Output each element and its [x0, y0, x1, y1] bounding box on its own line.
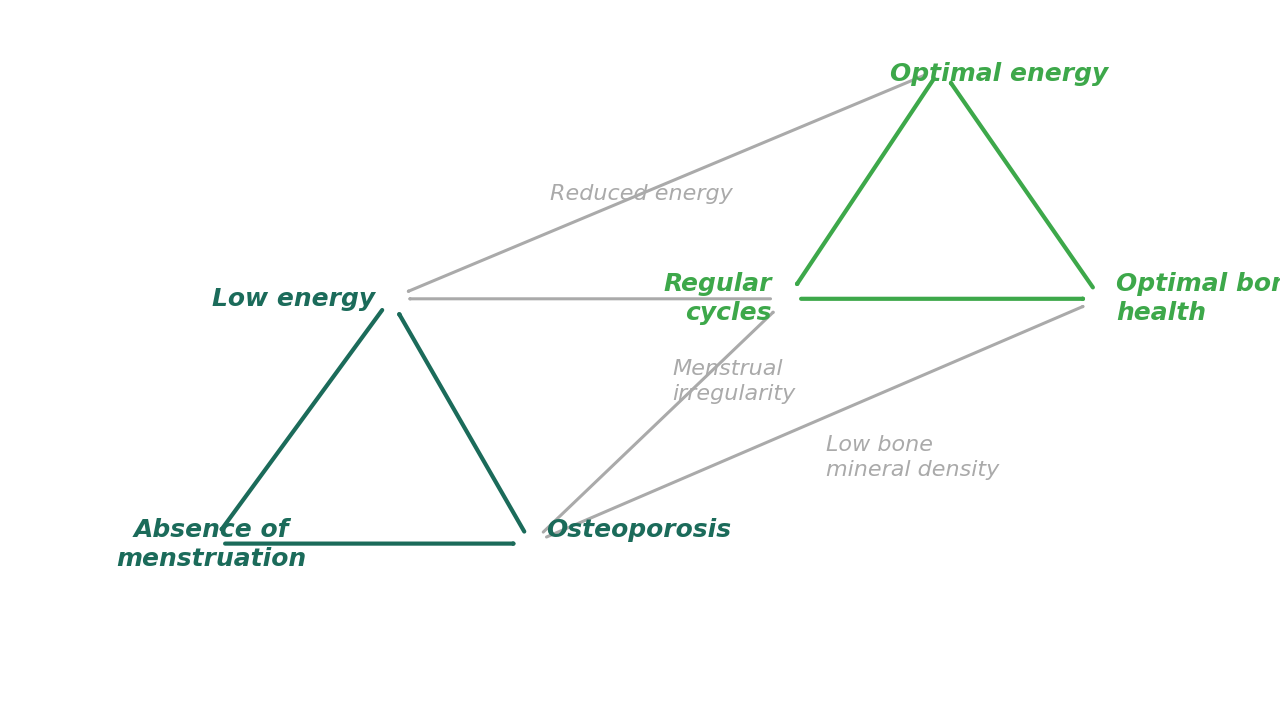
Text: Low bone
mineral density: Low bone mineral density [826, 435, 998, 480]
Text: Absence of
menstruation: Absence of menstruation [116, 518, 306, 571]
Text: Reduced energy: Reduced energy [550, 184, 733, 204]
Text: Osteoporosis: Osteoporosis [547, 518, 732, 542]
Text: Menstrual
irregularity: Menstrual irregularity [672, 359, 795, 404]
Text: Optimal bone
health: Optimal bone health [1116, 272, 1280, 325]
Text: Low energy: Low energy [212, 287, 375, 311]
Text: Optimal energy: Optimal energy [890, 63, 1108, 86]
Text: Regular
cycles: Regular cycles [663, 272, 772, 325]
